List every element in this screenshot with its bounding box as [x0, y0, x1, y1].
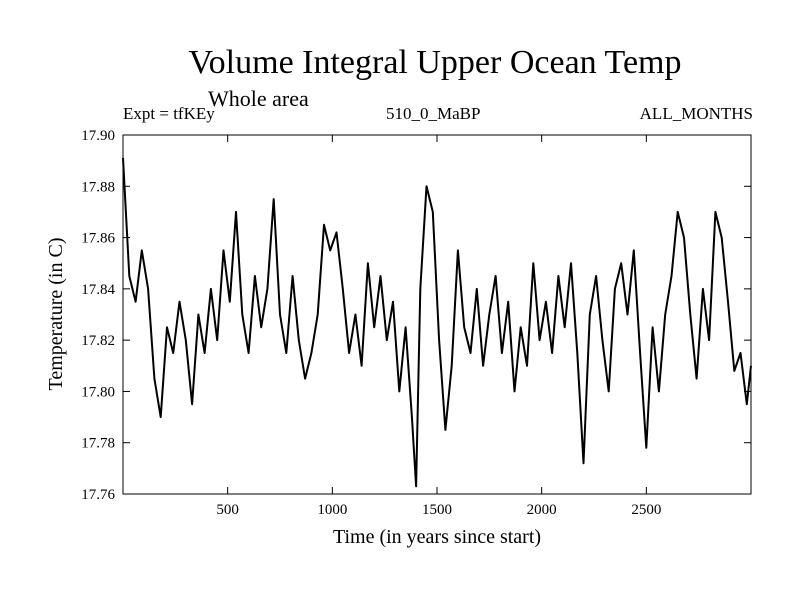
x-axis-label: Time (in years since start) — [333, 526, 541, 548]
y-axis-label: Temperature (in C) — [45, 238, 67, 391]
y-tick-label: 17.90 — [81, 128, 115, 144]
months-label: ALL_MONTHS — [639, 104, 753, 123]
y-tick-label: 17.84 — [81, 282, 115, 298]
x-tick-label: 2500 — [631, 502, 661, 518]
y-tick-label: 17.86 — [81, 231, 115, 247]
temperature-series-line — [122, 158, 752, 488]
x-tick-label: 1000 — [317, 502, 347, 518]
x-tick-label: 2000 — [527, 502, 557, 518]
y-tick-label: 17.88 — [81, 179, 115, 195]
x-tick-label: 500 — [216, 502, 239, 518]
period-label: 510_0_MaBP — [386, 104, 481, 123]
y-tick-label: 17.82 — [81, 333, 115, 349]
y-axis-ticks: 17.76 17.78 17.80 17.82 17.84 17.86 17.88 17.90 — [81, 128, 751, 503]
y-tick-label: 17.80 — [81, 384, 115, 400]
y-tick-label: 17.76 — [81, 487, 115, 503]
experiment-label: Expt = tfKEy — [123, 104, 215, 123]
x-axis-ticks: 500 1000 1500 2000 2500 — [216, 135, 661, 518]
y-tick-label: 17.78 — [81, 436, 115, 452]
chart-subtitle: Whole area — [208, 86, 309, 111]
x-tick-label: 1500 — [422, 502, 452, 518]
chart-title: Volume Integral Upper Ocean Temp — [188, 44, 682, 81]
